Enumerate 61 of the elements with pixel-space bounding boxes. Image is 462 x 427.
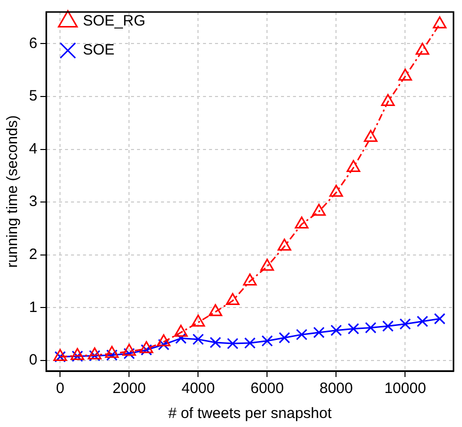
y-axis-title: running time (seconds) [4,115,22,268]
point [140,341,154,354]
x-tick-label: 6000 [250,380,284,398]
point [313,326,325,338]
x-tick-label: 8000 [319,380,353,398]
point [398,68,412,81]
point [175,332,187,344]
point [260,258,274,271]
point [140,344,152,356]
point [381,94,395,106]
point [364,322,376,334]
point [70,348,84,360]
point [296,328,308,340]
y-tick-label: 3 [29,193,38,210]
x-axis-title: # of tweets per snapshot [168,405,332,422]
x-tick-label: 4000 [181,380,215,398]
point [312,204,326,216]
point [329,184,343,197]
point [72,350,84,362]
x-tick-label: 0 [56,380,64,398]
point [158,338,170,350]
point [88,350,100,362]
point [88,347,102,360]
point [105,346,119,358]
point [278,332,290,344]
point [261,335,273,347]
y-tick-label: 1 [29,298,38,316]
y-tick-label: 6 [29,34,38,52]
point [434,313,446,324]
point [294,216,308,228]
point [416,42,430,55]
point [364,130,378,142]
point [432,16,447,28]
point [192,334,204,346]
legend-label: SOE [82,42,115,59]
x-tick-label: 2000 [112,380,146,398]
legend-label: SOE_RG [82,12,146,30]
point [278,238,292,251]
point [210,336,222,348]
point [348,323,360,334]
point [226,338,238,350]
point [382,320,394,332]
point [123,348,135,360]
point [346,160,360,172]
point [226,293,240,306]
point [208,304,222,316]
y-tick-label: 0 [29,352,38,369]
point [191,314,205,327]
point [122,344,136,356]
y-tick-label: 4 [29,140,38,158]
point [399,318,411,330]
point [244,337,256,349]
y-tick-label: 2 [29,246,38,263]
point [156,334,170,346]
point [174,324,188,337]
x-tick-label: 10000 [384,380,426,398]
point [330,324,342,336]
y-tick-label: 5 [29,88,38,105]
point [416,316,428,328]
point [243,274,257,286]
point [106,349,118,361]
